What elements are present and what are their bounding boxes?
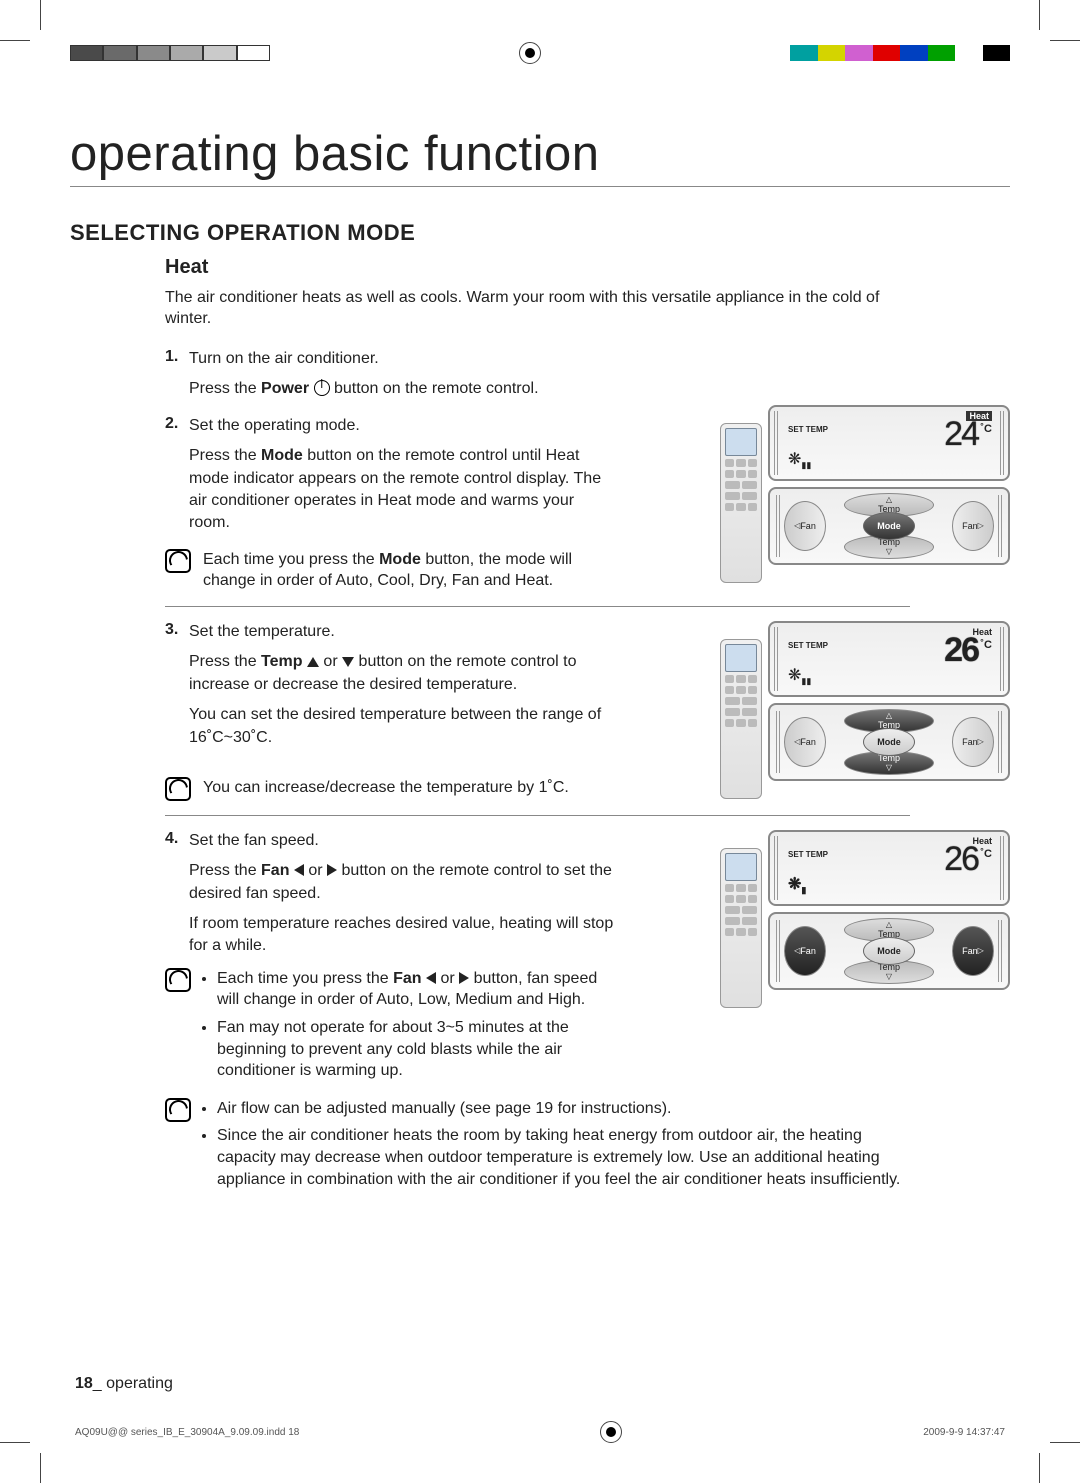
fan-right-button: Fan▷ <box>952 926 994 976</box>
color-swatch-left <box>70 45 270 61</box>
remote-illustration <box>720 423 762 583</box>
page-title: operating basic function <box>70 126 1010 187</box>
step-text: Press the Fan or button on the remote co… <box>189 860 619 905</box>
step-text: Press the Mode button on the remote cont… <box>189 445 619 535</box>
control-pad: △Temp ◁Fan Fan▷ Temp▽ Mode <box>768 912 1010 990</box>
print-metadata: AQ09U@@ series_IB_E_30904A_9.09.09.indd … <box>75 1421 1005 1443</box>
section-heading: SELECTING OPERATION MODE <box>70 220 1010 246</box>
fan-right-button: Fan▷ <box>952 501 994 551</box>
note-icon <box>165 1098 191 1122</box>
step-number: 4. <box>165 830 189 958</box>
figure-temp: Heat SET TEMP 26 ˚C ❋▮▮ △Temp ◁Fan Fan▷ <box>720 621 1010 799</box>
registration-mark-icon <box>600 1421 622 1443</box>
step-number: 3. <box>165 621 189 749</box>
color-swatch-right <box>790 45 1010 61</box>
step-head: Set the operating mode. <box>189 415 619 437</box>
divider <box>165 815 910 816</box>
unit-display: Heat SET TEMP 26 ˚C ❋▮▮ <box>768 621 1010 697</box>
step-number: 1. <box>165 348 189 401</box>
fan-indicator-icon: ❋▮▮ <box>788 449 811 471</box>
divider <box>165 606 910 607</box>
fan-indicator-icon: ❋▮▮ <box>788 665 811 687</box>
subsection-heading: Heat <box>165 256 1010 279</box>
fan-left-button: ◁Fan <box>784 926 826 976</box>
mode-button: Mode <box>863 728 915 756</box>
figure-fan: Heat SET TEMP 26 ˚C ❋▮ △Temp ◁Fan Fan▷ T <box>720 830 1010 1008</box>
registration-mark-icon <box>519 42 541 64</box>
page-footer: 18_ operating <box>75 1375 173 1393</box>
step-text: Press the Power button on the remote con… <box>189 378 619 400</box>
step-text: Press the Temp or button on the remote c… <box>189 651 619 696</box>
mode-button: Mode <box>863 937 915 965</box>
remote-illustration <box>720 639 762 799</box>
note-text: Each time you press the Mode button, the… <box>203 549 613 592</box>
control-pad: △Temp ◁Fan Fan▷ Temp▽ Mode <box>768 487 1010 565</box>
intro-paragraph: The air conditioner heats as well as coo… <box>165 287 905 330</box>
fan-right-button: Fan▷ <box>952 717 994 767</box>
step-number: 2. <box>165 415 189 535</box>
note-text: Air flow can be adjusted manually (see p… <box>217 1098 923 1120</box>
note-icon <box>165 777 191 801</box>
step-text: You can set the desired temperature betw… <box>189 704 619 749</box>
control-pad: △Temp ◁Fan Fan▷ Temp▽ Mode <box>768 703 1010 781</box>
step-head: Set the temperature. <box>189 621 619 643</box>
note-icon <box>165 549 191 573</box>
unit-display: Heat SET TEMP 24 ˚C ❋▮▮ <box>768 405 1010 481</box>
step-head: Turn on the air conditioner. <box>189 348 619 370</box>
note-text: Since the air conditioner heats the room… <box>217 1125 923 1190</box>
note-text: You can increase/decrease the temperatur… <box>203 777 569 801</box>
note-text: Each time you press the Fan or button, f… <box>217 968 623 1011</box>
step-text: If room temperature reaches desired valu… <box>189 913 619 958</box>
figure-mode: Heat SET TEMP 24 ˚C ❋▮▮ △Temp ◁Fan Fan▷ <box>720 405 1010 583</box>
note-text: Fan may not operate for about 3~5 minute… <box>217 1017 623 1082</box>
fan-indicator-icon: ❋▮ <box>788 874 806 896</box>
note-icon <box>165 968 191 992</box>
power-icon <box>314 380 330 396</box>
fan-left-button: ◁Fan <box>784 717 826 767</box>
unit-display: Heat SET TEMP 26 ˚C ❋▮ <box>768 830 1010 906</box>
remote-illustration <box>720 848 762 1008</box>
step-head: Set the fan speed. <box>189 830 619 852</box>
mode-button: Mode <box>863 512 915 540</box>
fan-left-button: ◁Fan <box>784 501 826 551</box>
